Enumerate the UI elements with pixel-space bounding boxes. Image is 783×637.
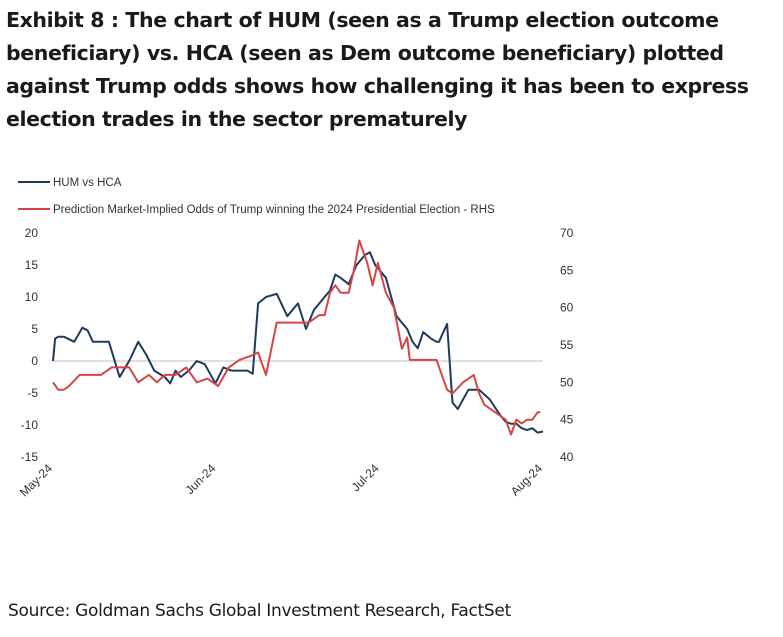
line-chart: HUM vs HCA Prediction Market-Implied Odds… bbox=[17, 177, 574, 499]
right-axis-tick-label: 40 bbox=[560, 450, 574, 464]
left-axis-tick-label: 0 bbox=[31, 354, 38, 368]
left-axis-tick-label: -10 bbox=[21, 418, 39, 432]
right-axis-tick-label: 60 bbox=[560, 301, 574, 315]
hum-vs-hca-line bbox=[52, 251, 544, 434]
source-note: Source: Goldman Sachs Global Investment … bbox=[8, 601, 511, 621]
trump-odds-line bbox=[52, 239, 541, 436]
x-axis-tick-label: Aug-24 bbox=[508, 461, 545, 498]
exhibit-title: Exhibit 8 : The chart of HUM (seen as a … bbox=[6, 8, 749, 131]
right-axis-tick-label: 45 bbox=[560, 413, 574, 427]
chart-series bbox=[52, 239, 544, 436]
x-axis-tick-label: Jul-24 bbox=[349, 461, 382, 494]
chart-legend: HUM vs HCA Prediction Market-Implied Odds… bbox=[18, 177, 495, 216]
left-axis-tick-label: -5 bbox=[27, 386, 38, 400]
left-axis-tick-label: 5 bbox=[31, 322, 38, 336]
x-axis-tick-label: Jun-24 bbox=[183, 461, 219, 497]
right-axis-tick-label: 55 bbox=[560, 338, 574, 352]
right-axis-tick-label: 70 bbox=[560, 226, 574, 240]
right-axis-tick-label: 50 bbox=[560, 375, 574, 389]
x-axis-tick-label: May-24 bbox=[17, 461, 55, 499]
left-axis-tick-label: 10 bbox=[25, 290, 39, 304]
left-axis-tick-label: -15 bbox=[21, 450, 39, 464]
left-axis-tick-label: 15 bbox=[25, 258, 39, 272]
right-axis-tick-label: 65 bbox=[560, 263, 574, 277]
legend-label: Prediction Market-Implied Odds of Trump … bbox=[53, 204, 495, 216]
legend-label: HUM vs HCA bbox=[53, 177, 122, 189]
left-axis-tick-label: 20 bbox=[25, 226, 39, 240]
